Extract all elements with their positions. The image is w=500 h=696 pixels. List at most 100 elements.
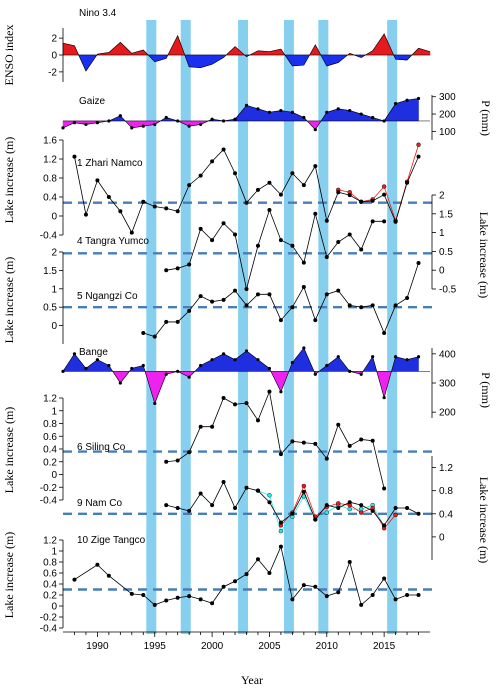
zige-main-point-25 [382, 576, 387, 581]
bange-point-14 [221, 352, 226, 356]
enso-ytick-label-0: -2 [48, 67, 57, 78]
namco-ytick-label-0: 0 [439, 532, 445, 543]
ngangzi-ytick-label-0: 0 [51, 321, 57, 332]
gaize-point-9 [164, 115, 168, 120]
bange-ytick-label-0: 200 [439, 408, 456, 419]
zige-main-point-12 [233, 579, 238, 584]
zhari-main-point-16 [255, 187, 260, 192]
lake-series [61, 96, 421, 607]
bange-point-10 [176, 369, 180, 373]
zhari-main-point-12 [210, 159, 215, 164]
el-nino-highlight-bands [146, 20, 398, 634]
zhari-main-point-21 [313, 164, 318, 169]
siling-ytick-label-2: 0 [51, 470, 57, 481]
namco-main-point-10 [278, 520, 283, 525]
ngangzi-main-point-16 [324, 292, 329, 297]
zige-main-point-19 [313, 584, 318, 589]
zhari-main-point-3 [106, 195, 111, 199]
bange-point-18 [267, 366, 272, 371]
siling-main-point-2 [187, 450, 192, 455]
ngangzi-main-point-20 [370, 303, 375, 308]
namco-main-point-20 [393, 506, 398, 510]
zhari-main-point-14 [233, 171, 238, 176]
gaize-point-24 [336, 107, 340, 111]
ngangzi-main-point-15 [313, 318, 318, 323]
namco-ytick-label-3: 1.2 [439, 463, 453, 474]
zige-main-point-27 [405, 593, 410, 597]
siling-main-point-6 [233, 402, 238, 407]
namco-main-point-9 [267, 500, 272, 505]
bange-point-29 [393, 355, 398, 359]
siling-ytick-label-6: 0.8 [43, 419, 57, 430]
gaize-fill-16 [246, 105, 259, 122]
namco-main-point-18 [370, 508, 375, 513]
bange-point-16 [244, 349, 249, 353]
zige-main-point-15 [267, 571, 272, 575]
bange-fill-20 [292, 347, 305, 372]
zige-main-point-14 [255, 557, 260, 562]
zhari-ylabel: Lake increase (m) [2, 137, 16, 224]
tangra-main-point-15 [336, 240, 341, 244]
gaize-point-15 [233, 117, 237, 121]
gaize-point-14 [221, 119, 226, 123]
siling-ylabel: Lake increase (m) [2, 407, 16, 494]
zige-ytick-label-2: 0 [51, 602, 57, 613]
ngangzi-ytick-label-1: 0.5 [43, 303, 57, 314]
tangra-main-point-1 [175, 266, 180, 271]
bange-point-2 [84, 366, 88, 371]
siling-main-point-18 [370, 438, 375, 443]
gaize-point-20 [290, 110, 294, 114]
zhari-main-point-29 [405, 180, 410, 185]
zige-main-point-26 [393, 597, 398, 602]
bange-ytick-label-1: 300 [439, 379, 456, 390]
zige-ytick-label-1: -0.2 [40, 613, 58, 624]
namco-red-point-7 [358, 510, 364, 515]
bange-point-17 [256, 358, 260, 362]
bange-point-15 [233, 358, 237, 362]
bange-point-5 [118, 381, 122, 385]
zhari-ytick-label-2: 0.4 [43, 193, 57, 204]
tangra-main-line [166, 208, 385, 290]
siling-ytick-label-7: 1 [51, 406, 57, 417]
enso-ylabel: ENSO index [2, 25, 16, 86]
ngangzi-main-point-9 [244, 303, 249, 308]
gaize-point-22 [313, 128, 317, 132]
zige-ytick-label-8: 1.2 [43, 536, 57, 547]
ngangzi-main-point-19 [359, 305, 364, 310]
zhari-main-point-30 [416, 154, 421, 159]
zige-main-point-16 [278, 544, 283, 549]
namco-red-point-2 [301, 483, 307, 489]
highlight-band-0 [146, 20, 157, 634]
gaize-point-0 [61, 126, 65, 130]
ngangzi-main-point-8 [233, 288, 238, 293]
zige-main-point-3 [129, 591, 134, 596]
x-tick-label-0: 1990 [86, 641, 109, 652]
siling-ytick-label-0: -0.4 [40, 496, 58, 507]
zige-ytick-label-6: 0.8 [43, 558, 57, 569]
bange-point-7 [141, 363, 145, 368]
namco-ylabel: Lake increase (m) [477, 477, 491, 564]
tangra-main-point-4 [210, 238, 215, 243]
bange-point-20 [290, 360, 294, 365]
gaize-point-21 [302, 115, 306, 120]
zhari-main-point-5 [129, 230, 134, 235]
namco-main-point-13 [313, 517, 318, 522]
gaize-point-16 [244, 103, 249, 107]
gaize-point-3 [95, 121, 100, 125]
zhari-main-point-26 [370, 198, 375, 203]
zige-main-point-18 [301, 583, 306, 588]
tangra-ytick-label-0: -0.5 [439, 285, 457, 296]
tangra-main-point-7 [244, 287, 249, 291]
x-axis-title: Year [241, 673, 263, 687]
enso-fill-20 [292, 54, 305, 67]
tangra-ytick-label-2: 0.5 [439, 247, 453, 258]
zhari-ytick-label-4: 1.2 [43, 155, 57, 166]
enso-fill-31 [418, 47, 431, 56]
siling-ytick-label-1: -0.2 [40, 483, 58, 494]
gaize-point-6 [130, 126, 134, 130]
namco-main-point-22 [416, 511, 421, 516]
bange-label: Bange [79, 347, 108, 358]
zhari-label: 1 Zhari Namco [77, 158, 143, 169]
zhari-main-point-7 [152, 204, 157, 209]
ngangzi-main-point-12 [278, 318, 283, 323]
